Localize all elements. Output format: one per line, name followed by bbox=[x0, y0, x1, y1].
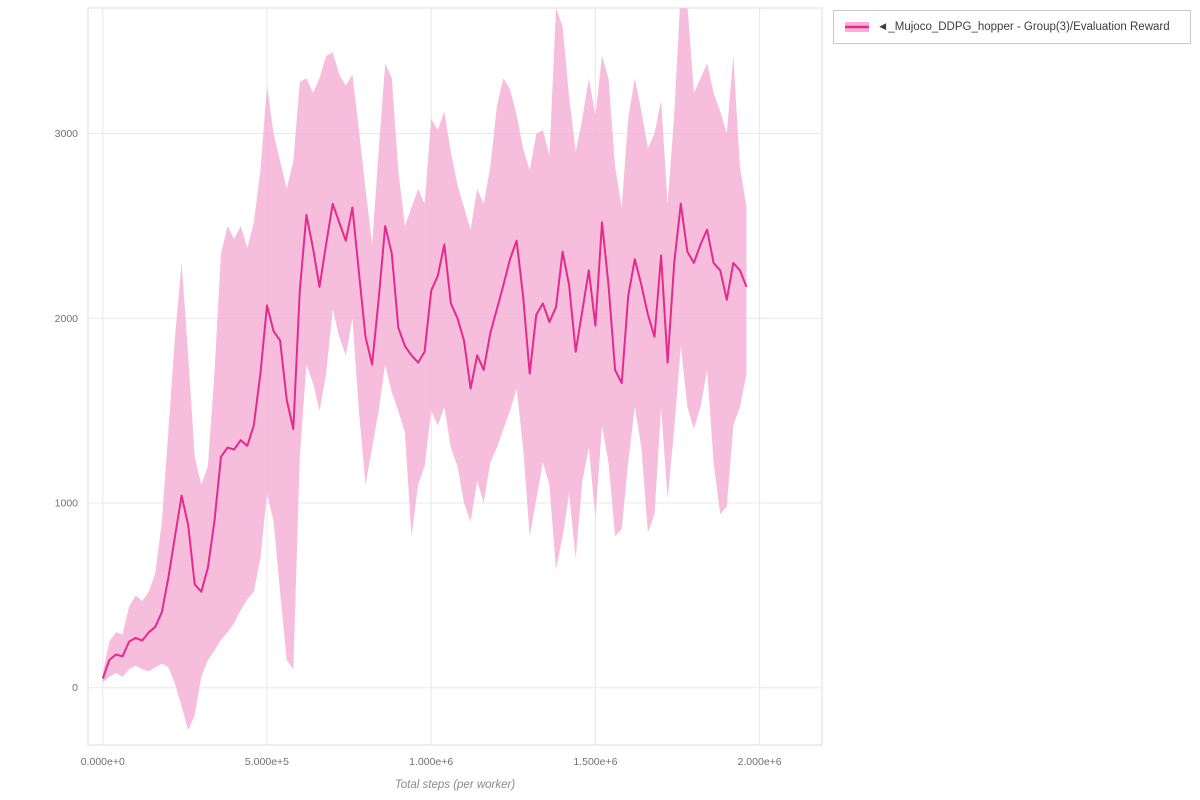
confidence-band bbox=[102, 8, 747, 731]
plot-border bbox=[87, 7, 823, 746]
y-tick-label: 1000 bbox=[55, 498, 79, 510]
reward-chart[interactable]: 0 1000 2000 3000 0.000e+0 5.000e+5 1.000e+6 1.5… bbox=[0, 0, 830, 800]
mean-line bbox=[101, 202, 748, 679]
x-axis-title: Total steps (per worker) bbox=[394, 779, 516, 791]
x-tick-label: 1.500e+6 bbox=[573, 756, 617, 768]
y-tick-label: 3000 bbox=[55, 128, 79, 140]
x-tick-label: 0.000e+0 bbox=[81, 756, 125, 768]
legend-label: ◄_Mujoco_DDPG_hopper - Group(3)/Evaluati… bbox=[877, 21, 1170, 33]
legend-item-evaluation-reward[interactable]: ◄_Mujoco_DDPG_hopper - Group(3)/Evaluati… bbox=[844, 20, 1180, 34]
legend-swatch-icon bbox=[845, 22, 869, 32]
y-tick-label: 2000 bbox=[55, 313, 79, 325]
x-tick-label: 5.000e+5 bbox=[245, 756, 289, 768]
y-tick-label: 0 bbox=[72, 682, 78, 694]
x-tick-label: 1.000e+6 bbox=[409, 756, 453, 768]
y-tick-labels: 0 1000 2000 3000 bbox=[55, 128, 79, 694]
x-tick-labels: 0.000e+0 5.000e+5 1.000e+6 1.500e+6 2.000e+6 bbox=[81, 756, 782, 768]
x-tick-label: 2.000e+6 bbox=[738, 756, 782, 768]
legend: ◄_Mujoco_DDPG_hopper - Group(3)/Evaluati… bbox=[833, 10, 1191, 44]
